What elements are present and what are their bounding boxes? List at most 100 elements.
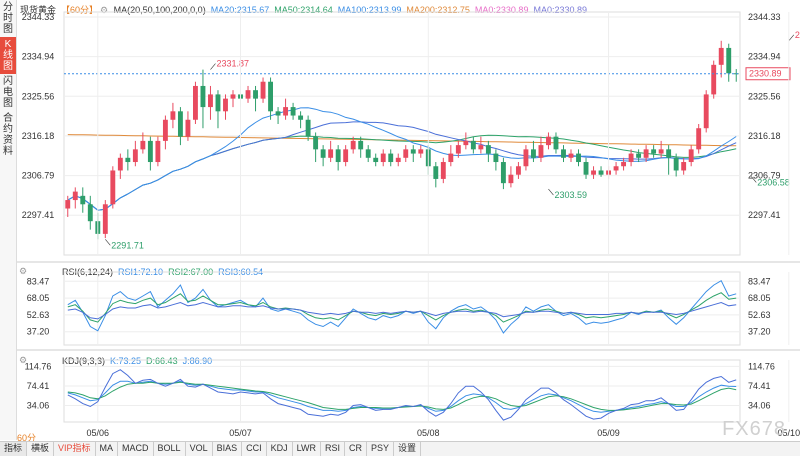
annotation-pointer-4 (788, 34, 795, 41)
kdj-legend: KDJ(9,3,3) K:73.25 D:66.43 J:86.90 (62, 356, 217, 366)
candle-body-74 (621, 162, 627, 167)
kdj-settings-icon[interactable]: ⚙ (19, 355, 28, 365)
annotation-pointer-0 (105, 239, 111, 246)
chart-canvas[interactable]: 2344.33 2344.33 2334.94 2334.94 2325.56 2325.… (0, 0, 800, 440)
candle-body-43 (388, 153, 394, 163)
rsi-ytick-right-1: 68.05 (748, 293, 771, 303)
candle-body-28 (275, 111, 281, 116)
candle-body-30 (290, 107, 296, 116)
main-ytick-left-3: 2316.18 (22, 131, 55, 141)
candle-body-44 (395, 157, 401, 163)
xtick-3: 05/09 (597, 428, 620, 438)
xtick-2: 05/08 (417, 428, 440, 438)
rsi-settings-icon[interactable]: ⚙ (19, 266, 28, 276)
indicator-tab-8[interactable]: CCI (242, 442, 267, 456)
ma-legend-item-5: MA0:2330.89 (474, 5, 529, 15)
candle-body-81 (673, 157, 679, 171)
candle-body-41 (373, 157, 379, 163)
tab-contract-info[interactable]: 合约资料 (3, 113, 13, 157)
annotation-pointer-3 (751, 176, 757, 183)
candle-body-29 (283, 107, 289, 116)
indicator-toolbar: 指标 横板 VIP指标 MA MACD BOLL VOL BIAS CCI KDJ LWR RSI CR… (0, 441, 800, 456)
candle-body-27 (268, 81, 273, 112)
candle-body-83 (688, 149, 694, 163)
candle-body-2 (80, 195, 86, 205)
annotation-pointer-2 (548, 188, 554, 196)
candle-body-0 (65, 200, 71, 209)
candle-body-58 (500, 162, 506, 184)
main-legend: 现货黄金 【60分】 ⚙ MA(20,50,100,200,0,0) MA20:231… (20, 3, 592, 16)
candle-body-40 (365, 149, 371, 158)
candle-body-63 (538, 145, 544, 158)
candle-body-67 (568, 153, 574, 158)
indicator-tab-7[interactable]: BIAS (213, 442, 243, 456)
indicator-tab-10[interactable]: LWR (293, 442, 321, 456)
candle-body-32 (305, 119, 311, 137)
panel-frame-2 (63, 359, 741, 423)
indicator-tab-12[interactable]: CR (345, 442, 367, 456)
candle-body-62 (531, 149, 536, 158)
period-indicator[interactable]: 60分 (17, 433, 37, 443)
tab-timeshare[interactable]: 分时图 (3, 2, 13, 35)
ma100-line (67, 121, 737, 211)
indicator-tab-11[interactable]: RSI (321, 442, 345, 456)
candle-body-61 (523, 149, 529, 167)
candle-body-54 (470, 140, 476, 150)
candle-body-71 (598, 170, 604, 175)
candle-body-19 (208, 94, 213, 108)
indicator-tab-6[interactable]: VOL (186, 442, 213, 456)
current-price-label: 2330.89 (749, 69, 782, 79)
panel-frame-1 (63, 271, 741, 346)
main-ytick-left-1: 2334.94 (22, 52, 55, 62)
annotation-label-2: 2303.59 (554, 190, 587, 200)
xtick-1: 05/07 (229, 428, 252, 438)
annotation-label-1: 2331.87 (216, 59, 249, 69)
indicator-tab-1[interactable]: 横板 (27, 442, 55, 456)
left-sidebar: 分时图 K线图 闪电图 合约资料 (0, 0, 17, 440)
indicator-tab-9[interactable]: KDJ (267, 442, 293, 456)
candle-body-26 (260, 81, 266, 99)
candle-body-8 (125, 157, 131, 163)
xtick-4: 05/10 (778, 428, 800, 438)
indicator-tab-5[interactable]: BOLL (154, 442, 186, 456)
rsi-ytick-left-3: 37.20 (27, 327, 50, 337)
rsi-ytick-right-0: 83.47 (748, 276, 771, 286)
candle-body-46 (410, 149, 416, 154)
candle-body-64 (546, 136, 551, 146)
kdj-legend-item-2: D:66.43 (146, 356, 178, 366)
indicator-tab-0[interactable]: 指标 (0, 442, 28, 456)
rsi-series-rsi1 (67, 279, 737, 334)
tab-kline[interactable]: K线图 (0, 37, 16, 74)
candle-body-70 (591, 170, 596, 175)
candle-body-7 (117, 157, 123, 171)
indicator-tab-4[interactable]: MACD (118, 442, 154, 456)
indicator-tab-14[interactable]: 设置 (394, 442, 421, 456)
candle-body-24 (245, 90, 251, 99)
candle-body-42 (380, 153, 386, 163)
indicator-tab-3[interactable]: MA (96, 442, 119, 456)
rsi-series-rsi3 (67, 301, 737, 320)
candle-body-17 (193, 85, 198, 120)
candle-body-18 (200, 85, 206, 108)
candle-body-76 (636, 153, 642, 158)
candle-body-88 (726, 47, 732, 74)
indicator-tab-2[interactable]: VIP指标 (54, 442, 96, 456)
ma-legend-item-6: MA0:2330.89 (533, 5, 587, 15)
annotation-label-4: 2338.69 (795, 30, 800, 40)
period-label[interactable]: 【60分】 (61, 5, 99, 15)
candle-body-10 (140, 140, 146, 150)
main-ytick-left-4: 2306.79 (22, 171, 55, 181)
main-ytick-right-1: 2334.94 (748, 52, 781, 62)
indicator-tab-13[interactable]: PSY (367, 442, 394, 456)
candle-body-6 (110, 170, 116, 205)
main-ytick-left-2: 2325.56 (22, 91, 55, 101)
candle-body-20 (215, 94, 221, 112)
candle-body-87 (718, 47, 724, 65)
settings-icon[interactable]: ⚙ (100, 5, 109, 15)
ma-legend-item-0: MA(20,50,100,200,0,0) (113, 5, 206, 15)
ma50-line (67, 134, 737, 211)
candle-body-53 (463, 140, 469, 146)
candle-body-79 (658, 149, 664, 154)
main-ytick-right-5: 2297.41 (748, 210, 781, 220)
tab-flash[interactable]: 闪电图 (3, 76, 13, 109)
